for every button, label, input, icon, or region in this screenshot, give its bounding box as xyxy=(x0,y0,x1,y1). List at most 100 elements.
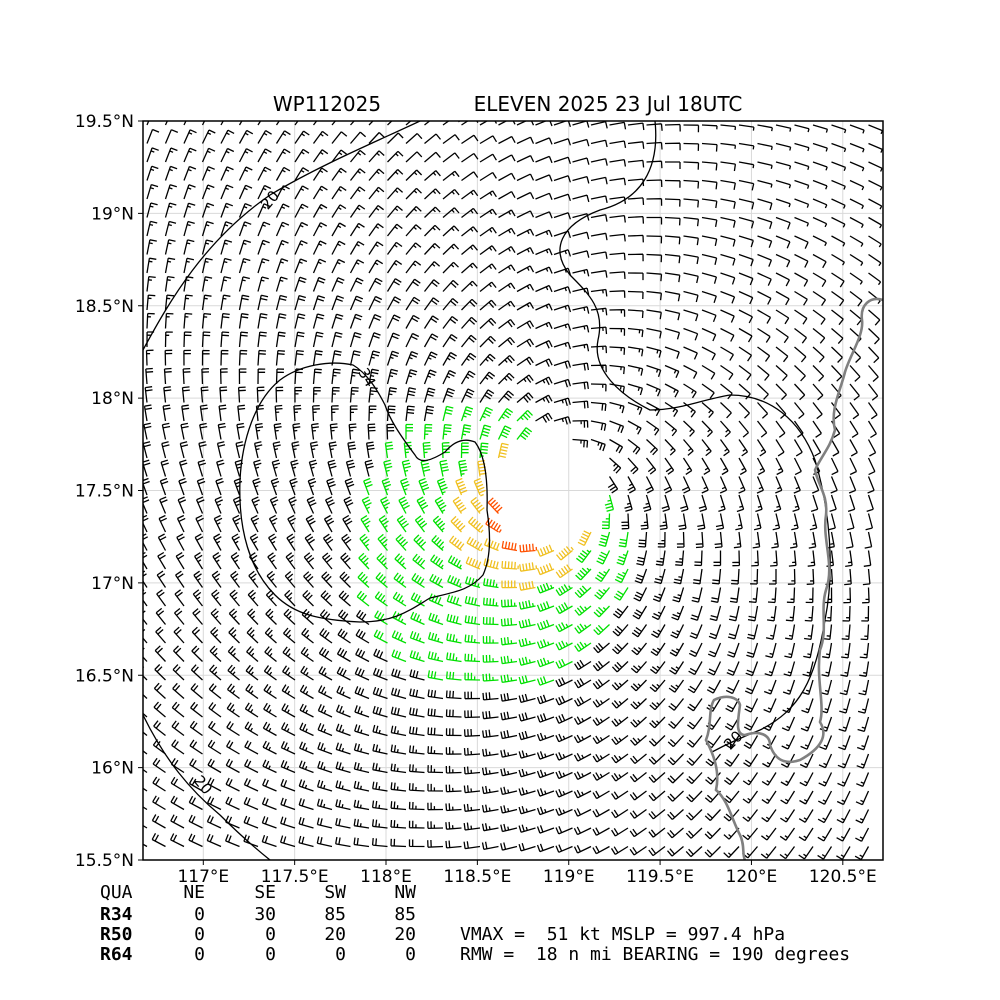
wind-barb xyxy=(410,611,425,626)
wind-barb xyxy=(664,309,681,321)
wind-barb xyxy=(354,705,370,718)
wind-barb xyxy=(738,198,755,210)
wind-barb xyxy=(572,381,589,390)
wind-barb xyxy=(390,801,407,811)
wind-barb xyxy=(164,257,176,274)
wind-barb xyxy=(609,140,627,149)
wind-barb xyxy=(743,735,759,749)
wind-barb xyxy=(627,420,642,435)
wind-barb xyxy=(246,627,259,644)
wind-barb xyxy=(303,571,314,588)
wind-barb xyxy=(720,364,734,381)
wind-barb xyxy=(761,790,777,805)
wind-barb xyxy=(220,129,235,144)
wind-barb xyxy=(685,809,703,821)
lat-tick-label: 17°N xyxy=(91,574,134,594)
wind-barb xyxy=(201,121,206,126)
wind-barb xyxy=(405,206,422,218)
wind-barb xyxy=(423,333,439,348)
wind-barb xyxy=(668,716,684,729)
wind-barb xyxy=(667,772,684,784)
wind-barb xyxy=(812,142,828,152)
wind-barb xyxy=(312,350,323,366)
wind-barb xyxy=(386,278,402,292)
wind-barb xyxy=(395,534,409,551)
wind-barb xyxy=(701,272,718,284)
wind-barb xyxy=(757,179,773,188)
wind-barb xyxy=(725,679,740,695)
wind-barb xyxy=(751,550,759,567)
wind-barb xyxy=(775,198,791,208)
wind-barb xyxy=(828,513,836,531)
wind-barb xyxy=(386,259,403,274)
wind-barb xyxy=(463,841,481,850)
wind-barb xyxy=(479,317,497,329)
wind-barb xyxy=(271,459,281,477)
wind-barb xyxy=(238,368,247,385)
radii-table: QUA NE SE SW NW R34 0 30 85 85 R50 0 0 2… xyxy=(100,882,416,965)
wind-barb xyxy=(201,368,210,385)
wind-barb xyxy=(464,615,481,626)
wind-barb xyxy=(189,720,203,737)
wind-barb xyxy=(445,840,462,849)
wind-barb xyxy=(683,142,700,151)
wind-barb xyxy=(723,809,740,822)
wind-barb xyxy=(837,772,851,787)
wind-barb xyxy=(572,438,589,448)
wind-barb xyxy=(611,679,629,691)
wind-barb xyxy=(487,497,503,514)
wind-barb xyxy=(390,687,407,700)
wind-barb xyxy=(738,253,754,267)
wind-barb xyxy=(771,531,779,549)
wind-barb xyxy=(810,494,819,513)
wind-barb xyxy=(574,641,592,652)
wind-barb xyxy=(793,457,802,476)
wind-barb xyxy=(595,568,611,583)
wind-barb xyxy=(609,420,625,434)
wind-barb xyxy=(701,290,717,304)
storm-id-title: WP112025 xyxy=(273,92,381,116)
wind-barb xyxy=(405,296,421,311)
wind-barb xyxy=(535,394,553,404)
wind-barb xyxy=(386,423,395,440)
wind-barb xyxy=(687,716,703,730)
wind-barb xyxy=(312,313,325,329)
wind-barb xyxy=(831,124,847,134)
wind-barb xyxy=(164,275,175,292)
row-label-r34: R34 xyxy=(100,904,133,925)
wind-barb xyxy=(275,258,289,274)
wind-barb xyxy=(572,324,590,333)
wind-barb xyxy=(683,272,699,284)
wind-barb xyxy=(250,514,260,533)
wind-barb xyxy=(380,496,391,514)
wind-barb xyxy=(576,549,592,564)
wind-barb xyxy=(312,295,326,311)
wind-barb xyxy=(738,290,754,305)
wind-barb xyxy=(331,277,345,292)
wind-barb xyxy=(536,657,555,668)
wind-barb xyxy=(359,533,370,551)
wind-barb xyxy=(356,609,370,626)
wind-barb xyxy=(841,642,851,659)
wind-barb xyxy=(390,725,407,737)
wind-barb xyxy=(275,221,290,237)
wind-barb xyxy=(738,476,746,494)
wind-barb xyxy=(573,752,592,762)
wind-barb xyxy=(868,253,882,267)
wind-barb xyxy=(775,124,792,132)
wind-barb xyxy=(312,240,327,255)
wind-barb xyxy=(228,627,240,644)
wind-barb xyxy=(849,290,863,307)
wind-barb xyxy=(659,513,668,531)
wind-barb xyxy=(536,694,555,705)
wind-barb xyxy=(482,729,499,739)
wind-barb xyxy=(264,646,277,663)
wind-barb xyxy=(500,599,518,608)
wind-barb xyxy=(331,295,345,311)
wind-barb xyxy=(171,701,185,718)
wind-barb xyxy=(153,720,166,737)
wind-barb xyxy=(761,772,777,786)
wind-barb xyxy=(811,476,820,494)
wind-barb xyxy=(237,404,246,422)
wind-barb xyxy=(405,224,422,237)
